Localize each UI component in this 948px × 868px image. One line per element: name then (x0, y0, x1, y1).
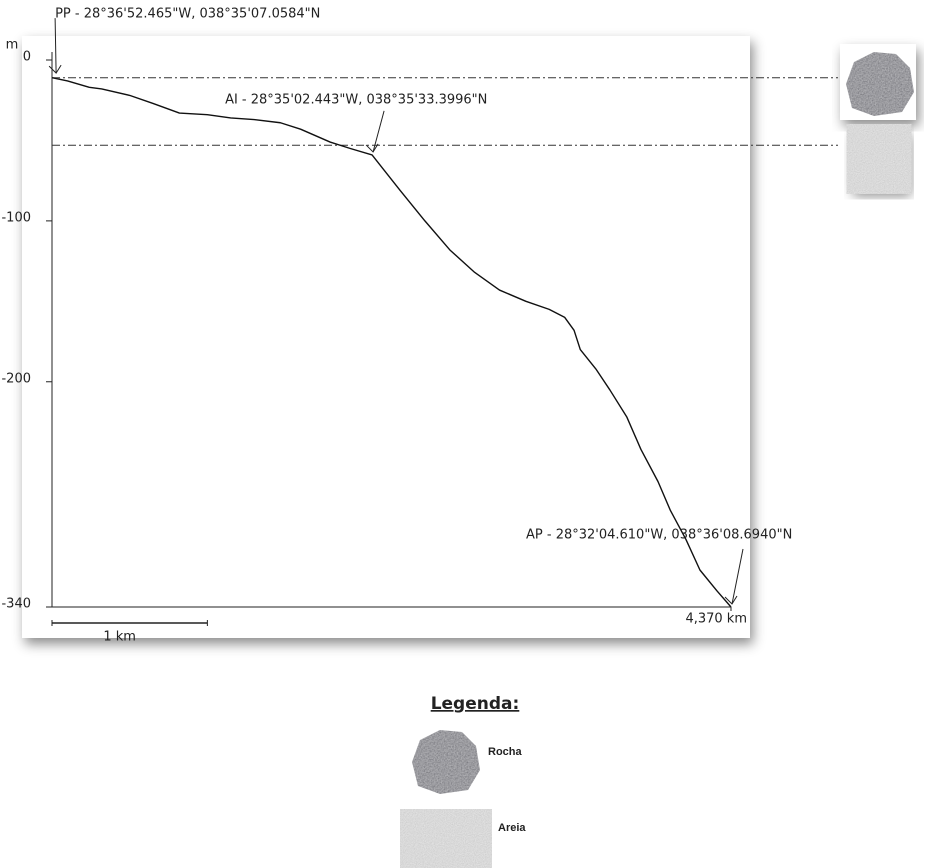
y-axis-label: m (6, 38, 19, 53)
scale-bar-label: 1 km (103, 630, 136, 645)
legend-label: Rocha (488, 746, 523, 758)
annotation-arrow (731, 548, 744, 605)
arrow-head (724, 595, 738, 605)
sand-sample (850, 128, 908, 190)
legend-sand (408, 814, 484, 864)
arrow-head (365, 143, 379, 153)
y-tick-label: -100 (1, 210, 31, 225)
y-tick-label: -340 (1, 597, 31, 612)
legend-title: Legenda: (431, 694, 520, 714)
profile-line (51, 77, 732, 608)
legend-label: Areia (498, 822, 526, 834)
x-tick-label: 4,370 km (685, 612, 747, 627)
annotation: AI - 28°35'02.443"W, 038°35'33.3996"N (225, 92, 487, 107)
plot-frame (22, 36, 750, 638)
arrow-head (48, 64, 62, 74)
annotation: AP - 28°32'04.610"W, 038°36'08.6940"N (526, 528, 792, 543)
annotation-arrow (54, 18, 57, 74)
legend-rock (412, 730, 480, 794)
rock-sample (840, 44, 916, 120)
y-tick-label: -200 (1, 371, 31, 386)
annotation-arrow (372, 110, 385, 153)
plot: m0 -100 -200 -340 4,370 km 1 km PP - 28°36'52.… (1, 7, 838, 645)
y-tick-label: 0 (23, 50, 31, 65)
annotation: PP - 28°36'52.465"W, 038°35'07.0584"N (55, 7, 320, 22)
